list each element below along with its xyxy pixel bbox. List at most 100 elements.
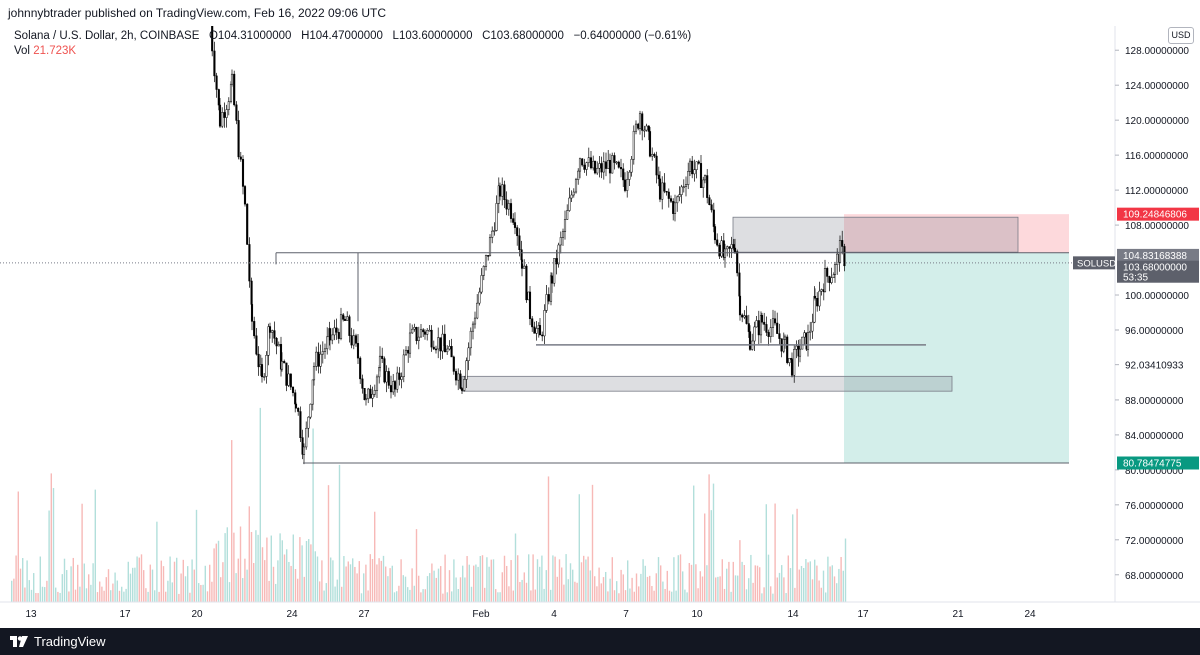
volume-bar [490,559,492,602]
volume-bar [123,591,125,602]
volume-bar [99,581,101,602]
candle-down [381,355,384,359]
candle-up [695,161,698,170]
volume-bar [820,587,822,602]
volume-bar [664,588,666,602]
volume-bar [717,576,719,602]
candle-up [331,334,334,341]
candle-up [480,275,483,293]
candle-up [471,323,475,332]
candle-up [771,318,775,328]
candle-down [706,175,709,198]
candle-up [426,330,429,335]
candle-down [763,321,766,325]
volume-bar [162,566,165,602]
candle-down [354,335,358,344]
volume-bar [24,587,26,602]
candle-up [703,175,707,181]
price-chart[interactable]: 128.00000000 124.00000000 120.00000000 116.… [0,18,1200,628]
candle-down [623,179,627,191]
candle-up [688,160,692,172]
volume-bar [319,581,321,602]
volume-bar [17,491,19,602]
volume-bar [191,559,193,602]
current-price-tag-label: 103.68000000 [1123,263,1187,274]
volume-bar [149,564,151,602]
candle-up [806,332,810,350]
candle-up [411,328,414,334]
volume-bar [712,483,715,602]
candle-up [302,446,306,455]
volume-bar [783,577,785,602]
volume-bar [103,590,105,602]
volume-bar [558,559,561,602]
volume-bar [561,567,563,602]
volume-bar [292,534,294,602]
candle-up [229,83,233,102]
candle-down [498,185,502,197]
candle-up [607,160,610,169]
volume-bar [761,593,763,602]
candle-down [697,161,700,164]
volume-bar [459,577,462,602]
candle-down [520,259,524,269]
volume-bar [523,572,525,602]
candle-down [786,336,789,363]
candle-down [509,203,513,219]
candle-down [765,324,768,333]
volume-bar [360,593,363,602]
volume-bar [741,561,743,602]
volume-bar [281,540,283,602]
tradingview-logo[interactable]: TradingView [10,634,106,649]
volume-bar [382,555,385,602]
change-value: −0.64000000 (−0.61%) [573,30,692,42]
volume-bar [745,589,748,602]
volume-bar [627,560,629,602]
volume-bar [259,407,261,602]
candle-up [364,398,368,401]
currency-button[interactable]: USD [1168,27,1194,44]
candle-down [637,123,640,129]
candle-down [460,388,464,391]
volume-bar [576,582,578,602]
volume-bar [552,555,554,602]
volume-bar [756,565,759,602]
volume-bar [105,577,107,602]
volume-bar [347,561,349,602]
volume-bar [844,538,847,602]
volume-bar [422,589,424,602]
candle-up [793,349,796,376]
volume-bar [814,559,816,602]
volume-bar [794,587,796,602]
candle-up [417,336,420,341]
candle-down [348,316,351,336]
candle-up [408,332,412,354]
volume-bar [519,581,521,602]
target-price-tag-label: 80.78474775 [1123,459,1182,470]
volume-bar [827,556,829,602]
volume-bar [310,544,312,602]
volume-bar [275,583,277,602]
volume-bar [341,586,343,602]
volume-bar [112,583,114,602]
volume-bar [728,561,730,602]
candle-down [223,112,226,118]
candle-down [767,332,770,337]
candle-down [239,156,242,160]
candle-up [263,376,266,378]
volume-bar [704,513,706,602]
volume-bar [811,579,814,602]
volume-bar [723,588,726,602]
volume-bar [61,574,63,602]
y-tick-label: 76.00000000 [1125,501,1184,512]
symbol-title[interactable]: Solana / U.S. Dollar, 2h, COINBASE [14,30,200,42]
candle-up [615,161,618,164]
volume-bar [323,590,325,602]
volume-bar [11,580,13,602]
candle-down [520,249,523,261]
volume-label: Vol [14,45,30,57]
chart-area[interactable]: 128.00000000 124.00000000 120.00000000 116.… [0,18,1200,628]
current-price-tag-countdown: 53:35 [1123,273,1148,284]
candle-down [712,209,715,227]
volume-bar [35,593,37,602]
